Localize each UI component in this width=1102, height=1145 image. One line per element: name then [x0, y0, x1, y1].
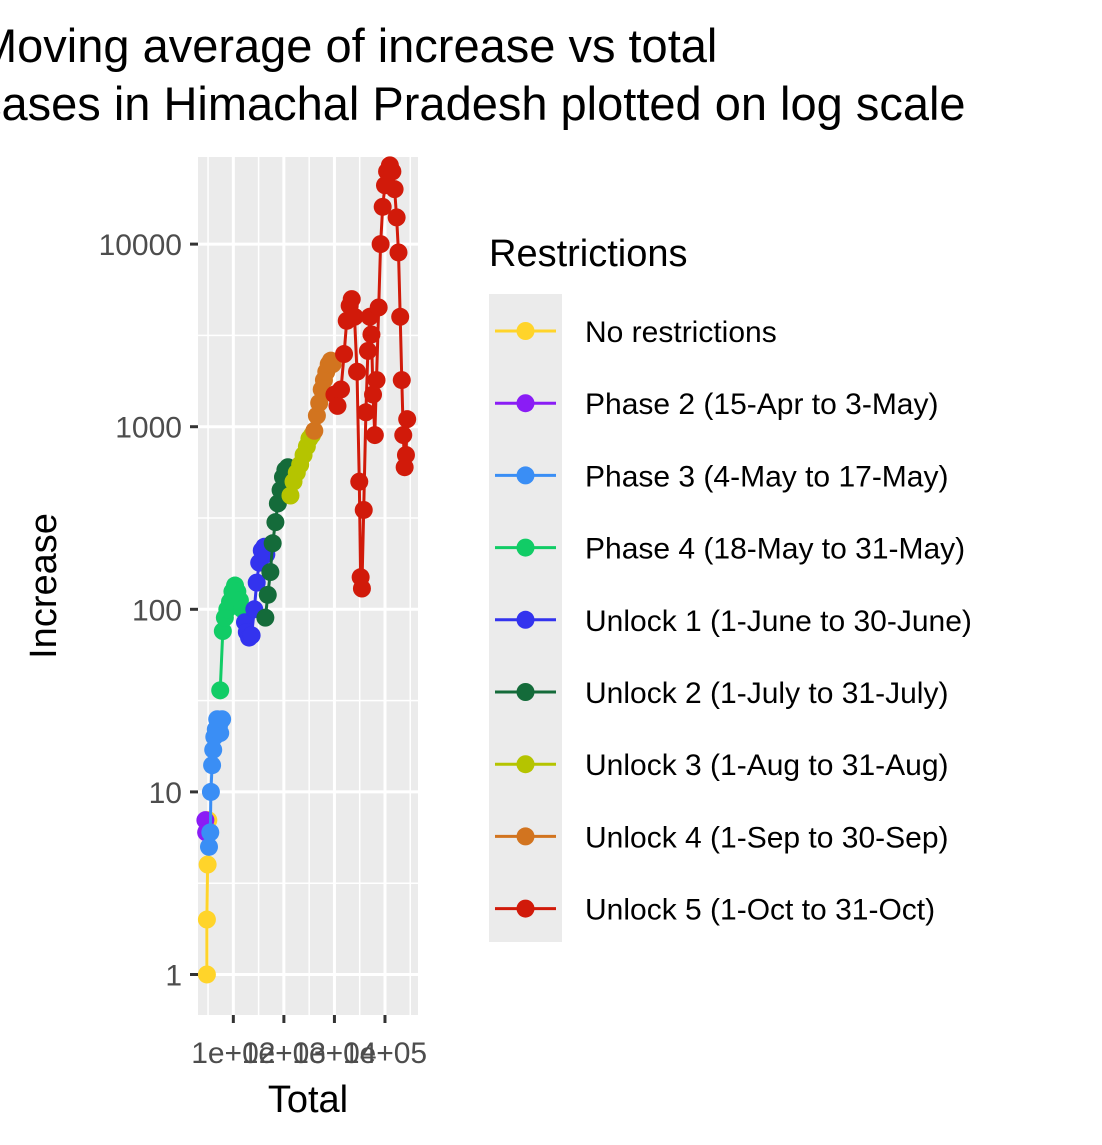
series-group: [305, 351, 342, 440]
legend-item: Phase 2 (15-Apr to 3-May): [495, 388, 938, 421]
x-tick-label: 1e+05: [343, 1037, 427, 1070]
legend-label: Unlock 1 (1-June to 30-June): [585, 605, 972, 638]
data-point: [348, 362, 367, 381]
data-point: [211, 724, 230, 743]
data-point: [247, 573, 266, 592]
legend-label: Phase 3 (4-May to 17-May): [585, 460, 948, 493]
data-point: [383, 162, 402, 181]
data-point: [352, 579, 371, 598]
data-point: [258, 585, 277, 604]
legend-item: Unlock 2 (1-July to 31-July): [495, 677, 948, 710]
legend-item: Unlock 4 (1-Sep to 30-Sep): [495, 821, 949, 854]
data-point: [398, 410, 417, 429]
data-point: [197, 910, 216, 929]
series-group: [325, 156, 417, 598]
data-point: [373, 197, 392, 216]
data-point: [362, 325, 381, 344]
y-tick-label: 10: [149, 777, 182, 810]
legend-key-point: [516, 466, 535, 485]
data-point: [396, 445, 415, 464]
legend-label: Phase 4 (18-May to 31-May): [585, 533, 965, 566]
legend: Restrictions No restrictions Phase 2 (15-…: [489, 233, 972, 942]
legend-item: Unlock 5 (1-Oct to 31-Oct): [495, 894, 935, 927]
data-point: [391, 307, 410, 326]
data-point: [365, 426, 384, 445]
data-point: [256, 608, 275, 627]
legend-key-point: [516, 683, 535, 701]
data-point: [394, 426, 413, 445]
y-axis-title: Increase: [23, 513, 65, 659]
data-point: [350, 472, 369, 491]
chart-title-line-2: cases in Himachal Pradesh plotted on log…: [0, 77, 966, 130]
y-tick-label: 1: [165, 959, 182, 992]
data-point: [211, 681, 230, 700]
y-tick-label: 10000: [99, 229, 182, 262]
data-point: [310, 393, 329, 412]
legend-key-point: [516, 394, 535, 413]
legend-item: Phase 4 (18-May to 31-May): [495, 533, 965, 566]
data-point: [389, 243, 408, 262]
legend-item: No restrictions: [495, 316, 777, 349]
y-tick-label: 1000: [115, 412, 182, 445]
data-point: [197, 965, 216, 984]
data-point: [332, 380, 351, 399]
data-point: [345, 307, 364, 326]
x-tick-label: 1e+04: [292, 1037, 376, 1070]
legend-item: Phase 3 (4-May to 17-May): [495, 460, 948, 493]
legend-title: Restrictions: [489, 233, 688, 275]
legend-key-point: [516, 899, 535, 918]
legend-key-point: [516, 322, 535, 340]
data-point: [358, 341, 377, 360]
data-point: [328, 396, 347, 415]
y-tick-label: 100: [132, 594, 182, 627]
data-point: [392, 371, 411, 390]
data-point: [367, 371, 386, 390]
legend-label: No restrictions: [585, 316, 777, 349]
data-point: [266, 513, 285, 532]
data-point: [213, 710, 232, 729]
legend-key-point: [516, 827, 535, 846]
data-point: [261, 563, 280, 582]
data-point: [281, 486, 300, 505]
data-point: [371, 235, 390, 254]
legend-label: Phase 2 (15-Apr to 3-May): [585, 388, 938, 421]
data-point: [213, 622, 232, 641]
legend-item: Unlock 1 (1-June to 30-June): [495, 605, 972, 638]
x-tick-label: 1e+03: [242, 1037, 326, 1070]
data-point: [335, 345, 354, 364]
data-point: [385, 180, 404, 199]
data-point: [387, 208, 406, 227]
data-point: [354, 500, 373, 519]
legend-label: Unlock 3 (1-Aug to 31-Aug): [585, 749, 949, 782]
legend-items: No restrictions Phase 2 (15-Apr to 3-May)…: [495, 316, 972, 927]
data-point: [201, 823, 220, 842]
data-point: [356, 403, 375, 422]
data-point: [364, 385, 383, 404]
data-point: [242, 626, 261, 645]
legend-label: Unlock 5 (1-Oct to 31-Oct): [585, 894, 935, 927]
legend-label: Unlock 2 (1-July to 31-July): [585, 677, 948, 710]
data-point: [199, 837, 218, 856]
series-group: [199, 710, 232, 856]
series-group: [211, 576, 252, 700]
data-point: [198, 855, 217, 874]
legend-key-point: [516, 755, 535, 774]
data-point: [201, 782, 220, 801]
series-layer: [196, 156, 417, 984]
legend-key-point: [516, 538, 535, 557]
legend-key-point: [516, 610, 535, 629]
data-point: [204, 740, 223, 759]
data-point: [263, 534, 282, 553]
legend-item: Unlock 3 (1-Aug to 31-Aug): [495, 749, 949, 782]
data-point: [203, 756, 222, 775]
chart-title-line-1: Moving average of increase vs total: [0, 19, 717, 72]
x-tick-label: 1e+02: [191, 1037, 275, 1070]
legend-label: Unlock 4 (1-Sep to 30-Sep): [585, 821, 949, 854]
data-point: [342, 290, 361, 309]
data-point: [369, 298, 388, 317]
x-axis-title: Total: [268, 1079, 348, 1121]
data-point: [305, 421, 324, 440]
